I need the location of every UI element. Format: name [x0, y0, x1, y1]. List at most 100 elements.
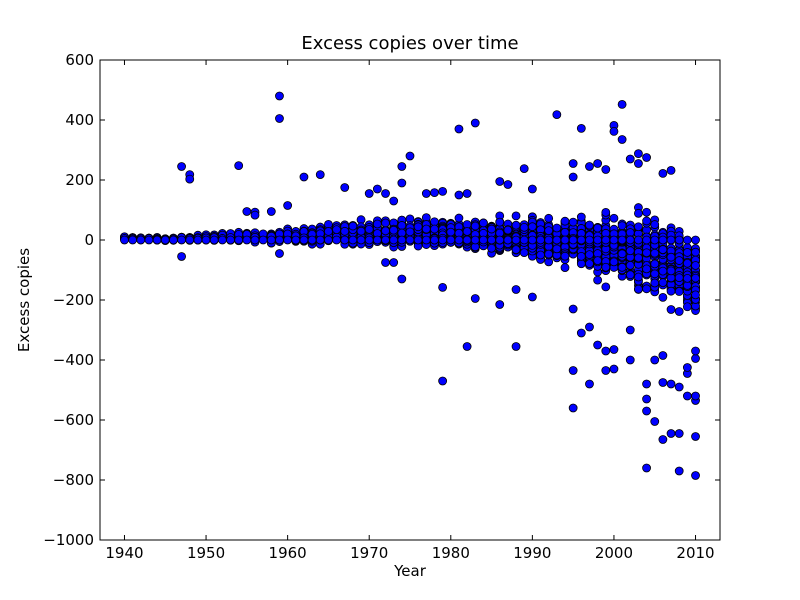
data-point	[201, 235, 211, 245]
data-point	[144, 235, 154, 245]
data-point	[527, 222, 537, 232]
data-point	[438, 235, 448, 245]
data-point	[642, 216, 651, 226]
data-point	[625, 260, 635, 270]
data-point	[642, 284, 651, 294]
data-point	[250, 210, 260, 220]
data-point	[674, 256, 684, 265]
data-point	[585, 220, 594, 230]
data-point	[128, 235, 138, 245]
data-point	[617, 100, 627, 109]
data-point	[617, 249, 627, 259]
x-axis: 1940 1950 1960 1970 1980 1990 2000 2010	[105, 60, 715, 562]
data-point	[691, 235, 700, 245]
y-tick-label: 400	[65, 111, 94, 129]
data-point	[340, 226, 350, 236]
data-point	[462, 227, 472, 236]
data-point	[364, 189, 374, 198]
x-axis-label: Year	[393, 562, 427, 580]
data-point	[658, 378, 668, 387]
data-point	[503, 180, 513, 189]
data-point	[650, 248, 660, 258]
data-point	[576, 251, 586, 261]
data-point	[454, 190, 464, 200]
data-point	[560, 263, 570, 273]
y-tick-label: −200	[53, 291, 94, 309]
data-point	[601, 366, 611, 375]
data-point	[682, 258, 692, 268]
data-point	[152, 235, 162, 245]
data-point	[634, 159, 643, 168]
data-point	[666, 235, 676, 245]
data-point	[242, 207, 252, 216]
data-point	[250, 235, 260, 245]
data-point	[593, 223, 603, 233]
data-point	[593, 256, 603, 265]
data-point	[682, 273, 692, 283]
x-tick-label: 1980	[432, 544, 470, 562]
data-point	[560, 235, 570, 245]
data-point	[658, 168, 668, 178]
data-point	[519, 222, 529, 232]
data-point	[544, 235, 554, 245]
data-point	[217, 235, 227, 245]
data-point	[234, 161, 244, 171]
data-point	[601, 165, 611, 174]
data-point	[625, 154, 635, 164]
data-point	[568, 172, 578, 182]
data-point	[177, 162, 186, 171]
x-tick-label: 2010	[676, 544, 714, 562]
data-point	[609, 235, 619, 245]
data-point	[511, 285, 521, 294]
data-point	[658, 266, 668, 276]
data-point	[642, 153, 651, 162]
y-axis-label: Excess copies	[15, 248, 33, 352]
data-point	[576, 259, 586, 269]
data-point	[470, 235, 480, 245]
data-point	[495, 217, 505, 227]
data-point	[536, 235, 545, 245]
data-point	[234, 235, 244, 245]
data-point	[389, 225, 399, 235]
data-point	[666, 266, 676, 276]
data-point	[625, 325, 635, 335]
data-point	[511, 220, 521, 230]
data-point	[446, 227, 456, 237]
x-tick-label: 1970	[350, 544, 388, 562]
data-point	[511, 342, 521, 351]
y-tick-label: −800	[53, 471, 94, 489]
data-point	[454, 124, 464, 134]
data-point	[634, 284, 643, 294]
data-point	[682, 235, 692, 245]
data-point	[625, 270, 635, 280]
data-point	[642, 379, 651, 389]
data-point	[666, 305, 676, 314]
y-tick-label: 600	[65, 51, 94, 69]
data-point	[658, 292, 668, 302]
data-point	[430, 188, 439, 198]
data-point	[609, 364, 619, 374]
data-point	[372, 219, 382, 229]
data-point	[405, 227, 415, 237]
data-point	[503, 225, 513, 235]
data-point	[519, 235, 529, 245]
data-point	[691, 354, 700, 363]
data-point	[674, 382, 684, 392]
data-point	[691, 391, 700, 401]
data-point	[511, 235, 521, 245]
y-tick-label: −1000	[43, 531, 94, 549]
data-point	[634, 149, 643, 159]
data-point	[470, 118, 480, 128]
data-point	[299, 235, 309, 245]
data-point	[544, 249, 554, 259]
data-point	[568, 217, 578, 227]
data-point	[682, 302, 692, 312]
data-point	[691, 432, 700, 441]
data-point	[625, 235, 635, 245]
data-point	[389, 235, 399, 245]
data-point	[283, 235, 293, 245]
data-point	[275, 114, 284, 123]
data-point	[650, 417, 660, 426]
data-point	[185, 174, 195, 184]
